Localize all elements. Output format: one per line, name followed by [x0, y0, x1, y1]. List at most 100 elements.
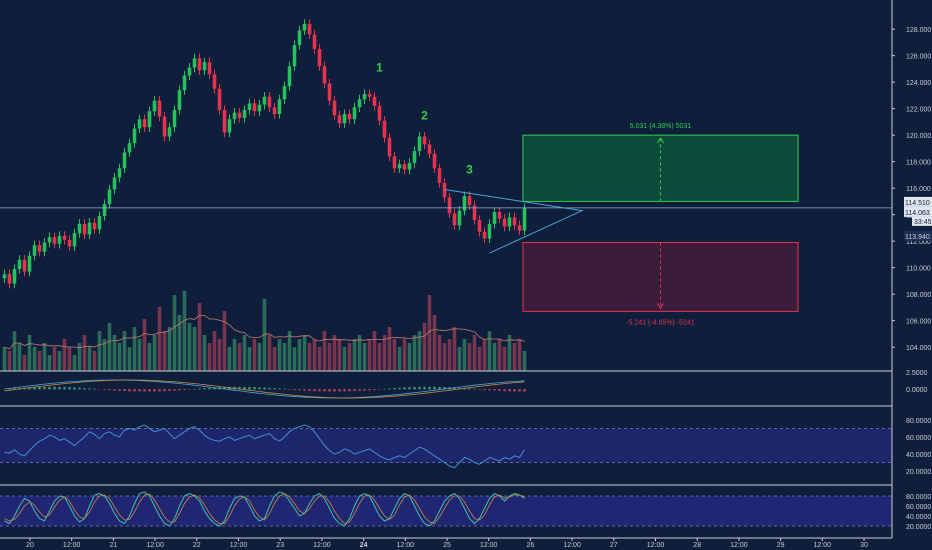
candle-body: [342, 113, 347, 124]
candle-body: [197, 58, 202, 71]
macd-histogram-bar: [463, 388, 466, 390]
candle-body: [392, 156, 397, 169]
macd-histogram-bar: [123, 389, 126, 392]
candle-body: [192, 58, 197, 68]
volume-bar: [402, 339, 407, 371]
macd-histogram-bar: [353, 389, 356, 392]
volume-bar: [52, 347, 57, 371]
macd-histogram-bar: [73, 387, 76, 390]
macd-zero-label: 0.0000: [906, 387, 928, 394]
macd-histogram-bar: [508, 389, 511, 392]
volume-bar: [397, 347, 402, 371]
macd-histogram-bar: [163, 389, 166, 392]
candle-body: [52, 237, 57, 244]
time-tick-label: 12:00: [647, 542, 665, 549]
time-tick-label: 29: [777, 542, 785, 549]
volume-bar: [247, 347, 252, 371]
candle-body: [122, 152, 127, 169]
candle-body: [432, 153, 437, 169]
macd-histogram-bar: [323, 389, 326, 392]
volume-bar: [122, 331, 127, 371]
price-tick-label: 112.000: [906, 239, 931, 246]
macd-histogram-bar: [198, 388, 201, 390]
time-tick-label: 26: [527, 542, 535, 549]
stoch-tick-label: 20.0000: [906, 524, 931, 531]
macd-histogram-bar: [118, 389, 121, 391]
volume-bar: [72, 355, 77, 371]
candle-body: [422, 136, 427, 145]
volume-bar: [452, 327, 457, 371]
volume-bar: [267, 335, 272, 371]
candle-body: [377, 106, 382, 121]
macd-histogram-bar: [178, 389, 181, 391]
macd-histogram-bar: [113, 389, 116, 391]
time-axis[interactable]: 20 12:00 21 12:00 22 12:00 23 12:00 24 12:00 25 12:…: [0, 537, 932, 550]
candle-body: [367, 94, 372, 97]
volume-bar: [237, 343, 242, 371]
macd-histogram-bar: [108, 389, 111, 391]
macd-histogram-bar: [38, 386, 41, 390]
macd-histogram-bar: [68, 387, 71, 390]
volume-bar: [92, 351, 97, 371]
candle-body: [2, 274, 7, 279]
volume-bar: [257, 343, 262, 371]
candle-body: [337, 115, 342, 124]
macd-histogram-bar: [513, 389, 516, 392]
prev-price-tag-box: [904, 206, 932, 217]
candle-body: [507, 217, 512, 227]
macd-histogram-bar: [303, 389, 306, 391]
time-tick-label: 12:00: [313, 542, 331, 549]
macd-histogram-bar: [48, 386, 51, 390]
candle-body: [157, 100, 162, 117]
candles: [2, 19, 527, 289]
candle-body: [87, 222, 92, 235]
price-tick-label: 126.000: [906, 54, 931, 61]
volume-bar: [202, 335, 207, 371]
candle-body: [127, 143, 132, 153]
stoch-d-line: [4, 493, 525, 524]
price-axis[interactable]: 104.000 106.000 108.000 110.000 112.000 114.0…: [891, 0, 932, 538]
macd-histogram-bar: [403, 387, 406, 390]
volume-bar: [312, 339, 317, 371]
candle-body: [522, 207, 527, 231]
volume-bar: [192, 327, 197, 371]
volume-bar: [252, 339, 257, 371]
time-tick-label: 25: [443, 542, 451, 549]
time-tick-label: 30: [860, 542, 868, 549]
candle-body: [117, 168, 122, 178]
volume-bar: [107, 323, 112, 371]
candle-body: [302, 23, 307, 31]
volume-bar: [142, 319, 147, 371]
volume-bar: [477, 347, 482, 371]
time-tick-label: 12:00: [480, 542, 498, 549]
macd-histogram-bar: [408, 387, 411, 390]
candle-body: [352, 107, 357, 120]
macd-histogram-bar: [158, 389, 161, 392]
volume-bar: [232, 339, 237, 371]
candle-body: [42, 242, 47, 252]
macd-histogram-bar: [13, 388, 16, 390]
candle-body: [362, 94, 367, 100]
macd-histogram-bar: [228, 386, 231, 390]
candle-body: [322, 66, 327, 84]
volume-bar: [302, 335, 307, 371]
volume-bar: [277, 339, 282, 371]
macd-histogram-bar: [188, 389, 191, 390]
stoch-tick-label: 60.0000: [906, 504, 931, 511]
stop-label: -5.241 (-4.65%) -5241: [626, 319, 695, 326]
macd-histogram-bar: [273, 388, 276, 390]
time-tick-label: 12:00: [814, 542, 832, 549]
candle-body: [207, 62, 212, 75]
price-tick-label: 118.000: [906, 160, 931, 167]
volume-bar: [67, 347, 72, 371]
volume-bar: [482, 339, 487, 371]
macd-histogram-bar: [93, 388, 96, 390]
time-tick-label: 12:00: [730, 542, 748, 549]
time-tick-label: 27: [610, 542, 618, 549]
volume-bar: [337, 339, 342, 371]
macd-histogram-bar: [183, 389, 186, 391]
macd-histogram-bar: [148, 389, 151, 392]
volume-bar: [137, 339, 142, 371]
candle-body: [22, 259, 27, 272]
